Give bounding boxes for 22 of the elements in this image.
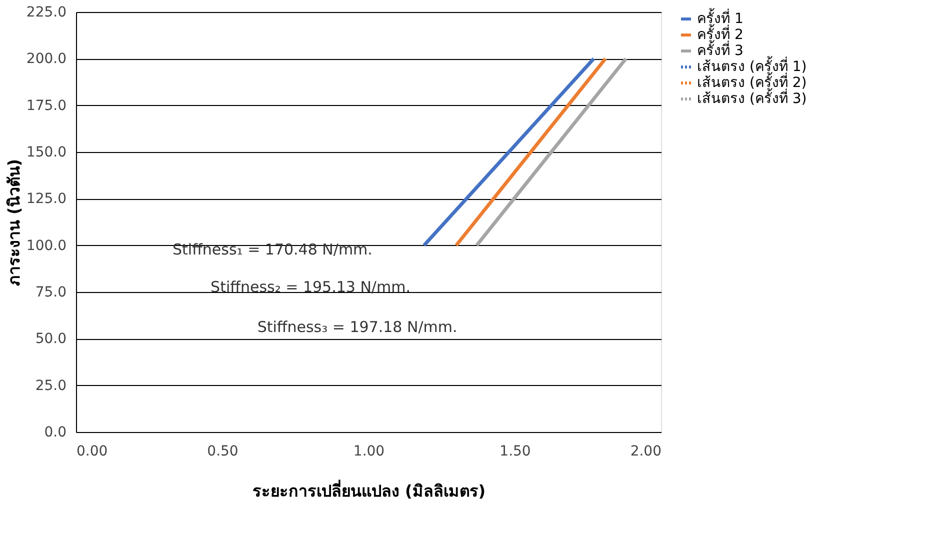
x-tick-label: 2.00 <box>630 444 662 460</box>
y-tick-label: 225.0 <box>26 4 66 20</box>
annotation: Stiffness₂ = 195.13 N/mm. <box>210 278 410 296</box>
x-tick-label: 0.00 <box>76 444 108 460</box>
y-tick-label: 0.0 <box>44 424 66 440</box>
y-tick-label: 75.0 <box>35 284 66 300</box>
y-tick-label: 175.0 <box>26 98 66 114</box>
x-tick-label: 1.00 <box>353 444 385 460</box>
x-tick-label: 1.50 <box>500 444 531 460</box>
y-tick-label: 125.0 <box>26 191 66 208</box>
legend-label: เส้นตรง (ครั้งที่ 3) <box>697 88 807 107</box>
y-tick-label: 150.0 <box>26 144 66 160</box>
legend-label: ครั้งที่ 3 <box>697 40 744 59</box>
y-tick-label: 100.0 <box>26 238 66 254</box>
y-tick-label: 200.0 <box>26 51 66 68</box>
annotation: Stiffness₃ = 197.18 N/mm. <box>257 318 458 336</box>
y-tick-label: 50.0 <box>35 331 66 348</box>
annotation: Stiffness₁ = 170.48 N/mm. <box>172 240 372 258</box>
x-axis-title: ระยะการเปลี่ยนแปลง (มิลลิเมตร) <box>252 480 486 500</box>
y-axis-title: ภาระงาน (นิวตัน) <box>4 158 24 286</box>
y-tick-label: 25.0 <box>35 378 66 394</box>
x-tick-label: 0.50 <box>207 444 238 460</box>
